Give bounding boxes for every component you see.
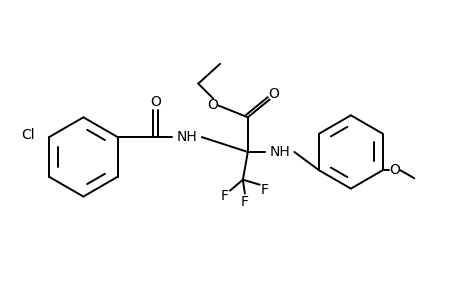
Text: O: O <box>207 98 218 112</box>
Text: F: F <box>241 194 248 208</box>
Text: NH: NH <box>176 130 197 144</box>
Text: F: F <box>260 183 268 196</box>
Text: O: O <box>388 163 399 177</box>
Text: F: F <box>221 189 229 202</box>
Text: O: O <box>150 95 161 110</box>
Text: Cl: Cl <box>22 128 35 142</box>
Text: O: O <box>268 86 279 100</box>
Text: NH: NH <box>269 145 289 159</box>
